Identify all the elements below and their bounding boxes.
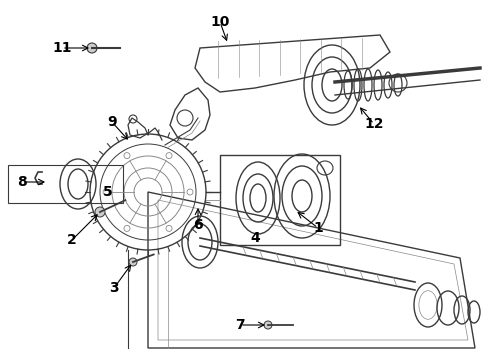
Text: 4: 4 (250, 231, 260, 245)
Circle shape (95, 207, 105, 217)
Circle shape (129, 258, 137, 266)
Text: 10: 10 (210, 15, 230, 29)
Text: 1: 1 (313, 221, 323, 235)
Text: 9: 9 (107, 115, 117, 129)
Bar (220, 155, 340, 245)
Text: 12: 12 (364, 117, 384, 131)
Text: 6: 6 (193, 218, 203, 232)
Text: 11: 11 (52, 41, 72, 55)
Text: 7: 7 (235, 318, 245, 332)
Text: 8: 8 (17, 175, 27, 189)
Text: 5: 5 (103, 185, 113, 199)
Text: 3: 3 (109, 281, 119, 295)
Circle shape (87, 43, 97, 53)
Bar (8, 165, 123, 203)
Circle shape (264, 321, 272, 329)
Text: 2: 2 (67, 233, 77, 247)
